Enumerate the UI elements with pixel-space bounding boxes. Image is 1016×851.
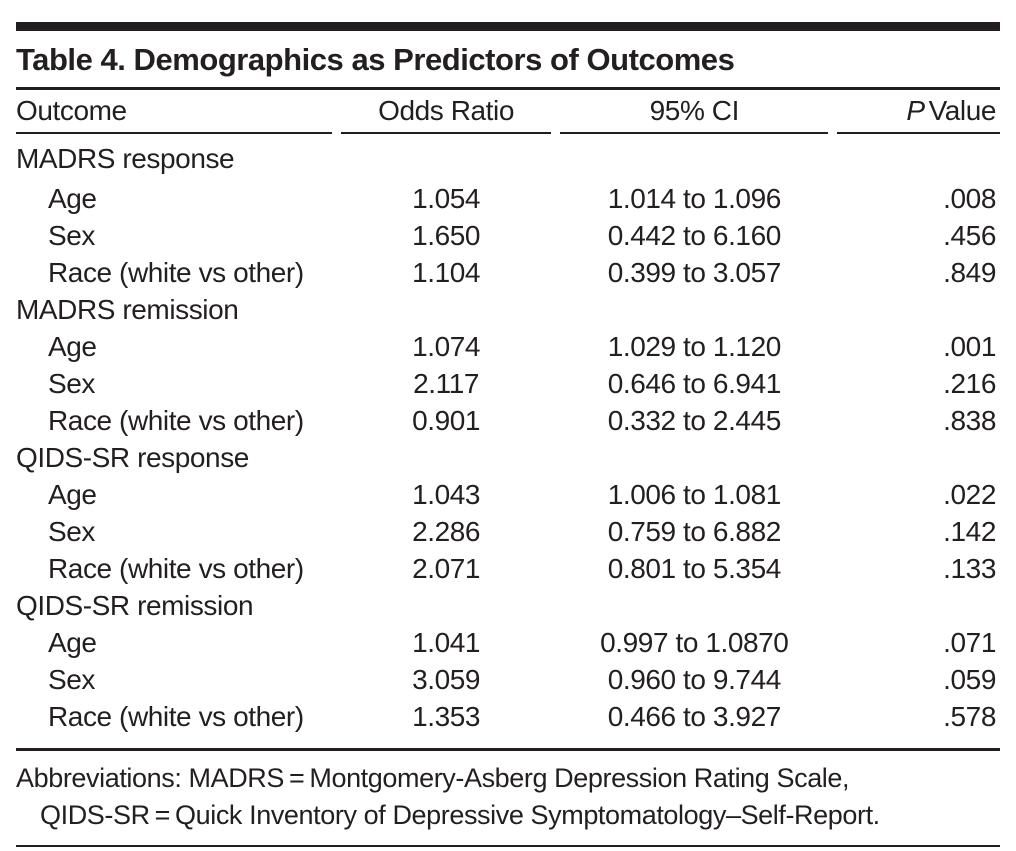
cell-p-value: .216 (943, 367, 996, 399)
cell-odds-ratio: 2.286 (412, 515, 481, 547)
cell-outcome: Race (white vs other) (48, 700, 304, 732)
cell-odds-ratio: 0.901 (412, 404, 481, 436)
column-header-95ci: 95% CI (560, 90, 829, 135)
section-label: MADRS response (16, 143, 235, 175)
footnote-abbreviations-line-1: Abbreviations: MADRS = Montgomery-Asberg… (16, 763, 850, 794)
section-row-qids-sr-remission: QIDS-SR remission (16, 587, 1000, 624)
table-bottom-rule (16, 748, 1000, 752)
data-row: Race (white vs other) 2.071 0.801 to 5.3… (16, 550, 1000, 587)
footnote-abbreviations-line-2: QIDS-SR = Quick Inventory of Depressive … (40, 800, 880, 831)
p-value-italic-p: P (906, 95, 925, 127)
cell-odds-ratio: 1.104 (412, 256, 481, 288)
cell-p-value: .133 (943, 552, 996, 584)
header-row: Outcome Odds Ratio 95% CI P Value (16, 90, 1000, 135)
cell-95ci: 0.759 to 6.882 (607, 515, 782, 547)
cell-outcome: Sex (48, 219, 95, 251)
cell-95ci: 1.006 to 1.081 (607, 478, 782, 510)
section-label: MADRS remission (16, 293, 239, 325)
data-row: Sex 2.286 0.759 to 6.882 .142 (16, 513, 1000, 550)
cell-outcome: Age (48, 626, 97, 658)
cell-p-value: .071 (943, 626, 996, 658)
cell-odds-ratio: 2.071 (412, 552, 481, 584)
data-row: Sex 1.650 0.442 to 6.160 .456 (16, 217, 1000, 254)
cell-odds-ratio: 1.054 (412, 182, 481, 214)
data-row: Age 1.054 1.014 to 1.096 .008 (16, 180, 1000, 217)
section-label: QIDS-SR remission (16, 589, 254, 621)
cell-outcome: Age (48, 478, 97, 510)
footnote-bottom-rule (16, 845, 1000, 848)
data-row: Age 1.074 1.029 to 1.120 .001 (16, 328, 1000, 365)
column-header-outcome: Outcome (16, 90, 332, 135)
cell-95ci: 1.029 to 1.120 (607, 330, 782, 362)
cell-p-value: .008 (943, 182, 996, 214)
table-header: Outcome Odds Ratio 95% CI P Value (16, 90, 1000, 135)
data-row: Race (white vs other) 0.901 0.332 to 2.4… (16, 402, 1000, 439)
top-thick-rule (16, 22, 1000, 31)
cell-95ci: 0.801 to 5.354 (607, 552, 782, 584)
section-label: QIDS-SR response (16, 441, 249, 473)
cell-p-value: .456 (943, 219, 996, 251)
cell-p-value: .142 (943, 515, 996, 547)
cell-95ci: 0.332 to 2.445 (607, 404, 782, 436)
cell-odds-ratio: 1.074 (412, 330, 481, 362)
data-row: Race (white vs other) 1.353 0.466 to 3.9… (16, 698, 1000, 735)
section-row-madrs-remission: MADRS remission (16, 291, 1000, 328)
cell-odds-ratio: 1.353 (412, 700, 481, 732)
cell-odds-ratio: 1.041 (412, 626, 481, 658)
p-value-rest: Value (928, 95, 997, 127)
cell-odds-ratio: 1.043 (412, 478, 481, 510)
cell-p-value: .849 (943, 256, 996, 288)
cell-outcome: Race (white vs other) (48, 552, 304, 584)
column-header-odds-ratio: Odds Ratio (340, 90, 552, 135)
section-row-qids-sr-response: QIDS-SR response (16, 439, 1000, 476)
outcomes-table: Outcome Odds Ratio 95% CI P Value MADRS r… (7, 90, 1009, 735)
cell-outcome: Age (48, 330, 97, 362)
cell-odds-ratio: 3.059 (412, 663, 481, 695)
data-row: Age 1.041 0.997 to 1.0870 .071 (16, 624, 1000, 661)
cell-95ci: 0.399 to 3.057 (607, 256, 782, 288)
cell-95ci: 0.646 to 6.941 (607, 367, 782, 399)
cell-p-value: .578 (943, 700, 996, 732)
table-title: Table 4. Demographics as Predictors of O… (16, 42, 735, 77)
title-divider-rule (16, 87, 1000, 91)
section-row-madrs-response: MADRS response (16, 134, 1000, 180)
cell-p-value: .001 (943, 330, 996, 362)
cell-odds-ratio: 2.117 (413, 367, 479, 399)
cell-odds-ratio: 1.650 (412, 219, 481, 251)
cell-outcome: Sex (48, 663, 95, 695)
cell-p-value: .022 (943, 478, 996, 510)
data-row: Sex 3.059 0.960 to 9.744 .059 (16, 661, 1000, 698)
cell-p-value: .838 (943, 404, 996, 436)
table-body: MADRS response Age 1.054 1.014 to 1.096 … (16, 134, 1000, 735)
data-row: Age 1.043 1.006 to 1.081 .022 (16, 476, 1000, 513)
cell-95ci: 1.014 to 1.096 (607, 182, 782, 214)
data-row: Sex 2.117 0.646 to 6.941 .216 (16, 365, 1000, 402)
data-row: Race (white vs other) 1.104 0.399 to 3.0… (16, 254, 1000, 291)
cell-outcome: Sex (48, 367, 95, 399)
cell-p-value: .059 (943, 663, 996, 695)
cell-outcome: Race (white vs other) (48, 256, 304, 288)
cell-95ci: 0.442 to 6.160 (607, 219, 782, 251)
cell-95ci: 0.997 to 1.0870 (600, 626, 789, 658)
column-header-p-value: P Value (837, 90, 1000, 135)
cell-outcome: Sex (48, 515, 95, 547)
table-footnote: Abbreviations: MADRS = Montgomery-Asberg… (16, 751, 1000, 834)
cell-95ci: 0.466 to 3.927 (607, 700, 782, 732)
cell-outcome: Race (white vs other) (48, 404, 304, 436)
cell-95ci: 0.960 to 9.744 (607, 663, 782, 695)
cell-outcome: Age (48, 182, 97, 214)
